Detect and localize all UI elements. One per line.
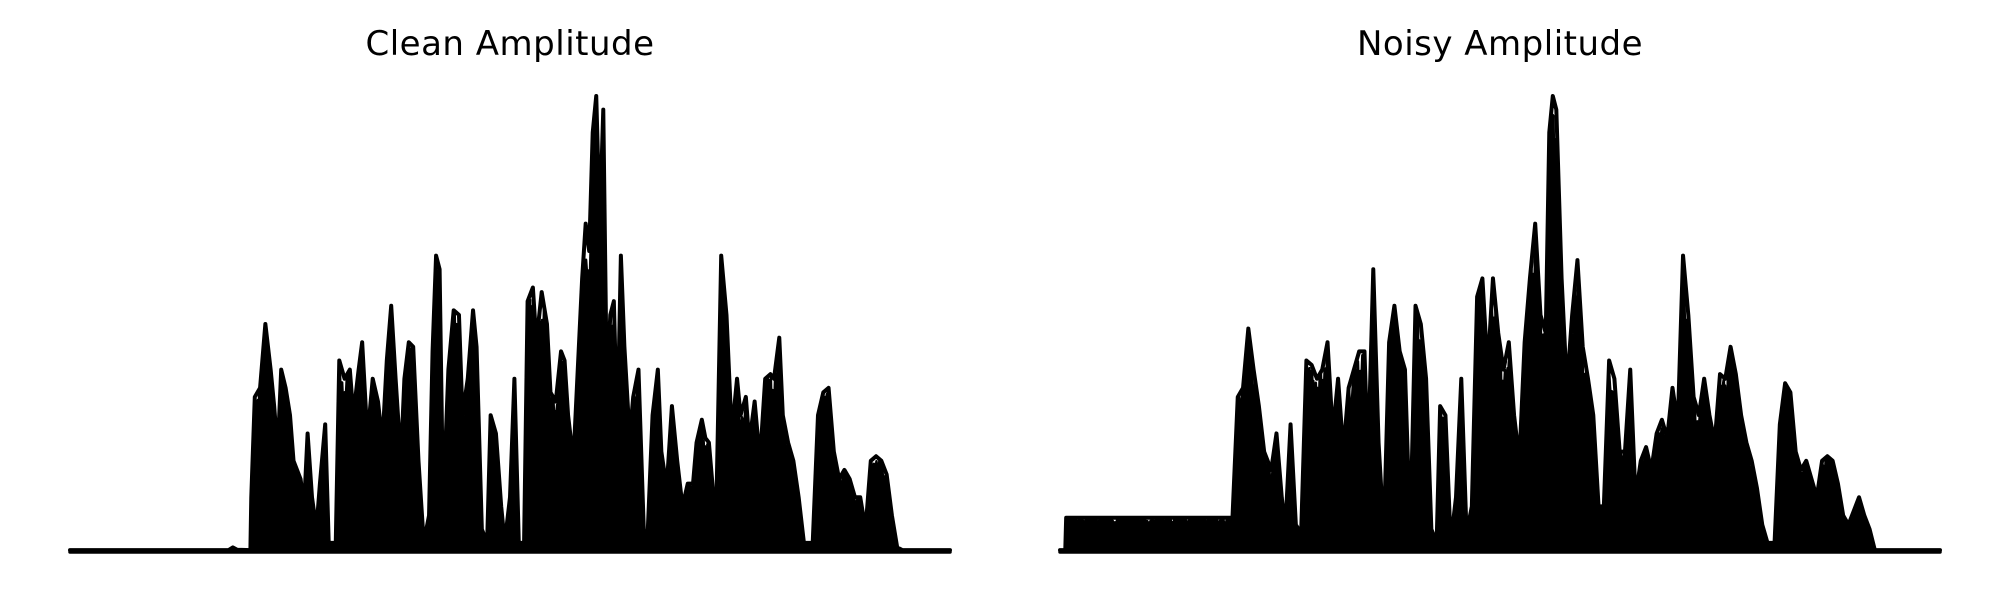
noisy-amplitude-plot — [1058, 94, 1942, 554]
clean-amplitude-panel: Clean Amplitude — [68, 0, 952, 600]
clean-amplitude-plot — [68, 94, 952, 554]
waveform-line — [68, 94, 952, 553]
chart-title-noisy: Noisy Amplitude — [1356, 24, 1644, 64]
chart-title-clean: Clean Amplitude — [365, 24, 655, 64]
noisy-amplitude-panel: Noisy Amplitude — [1058, 0, 1942, 600]
waveform-line — [1058, 94, 1942, 553]
